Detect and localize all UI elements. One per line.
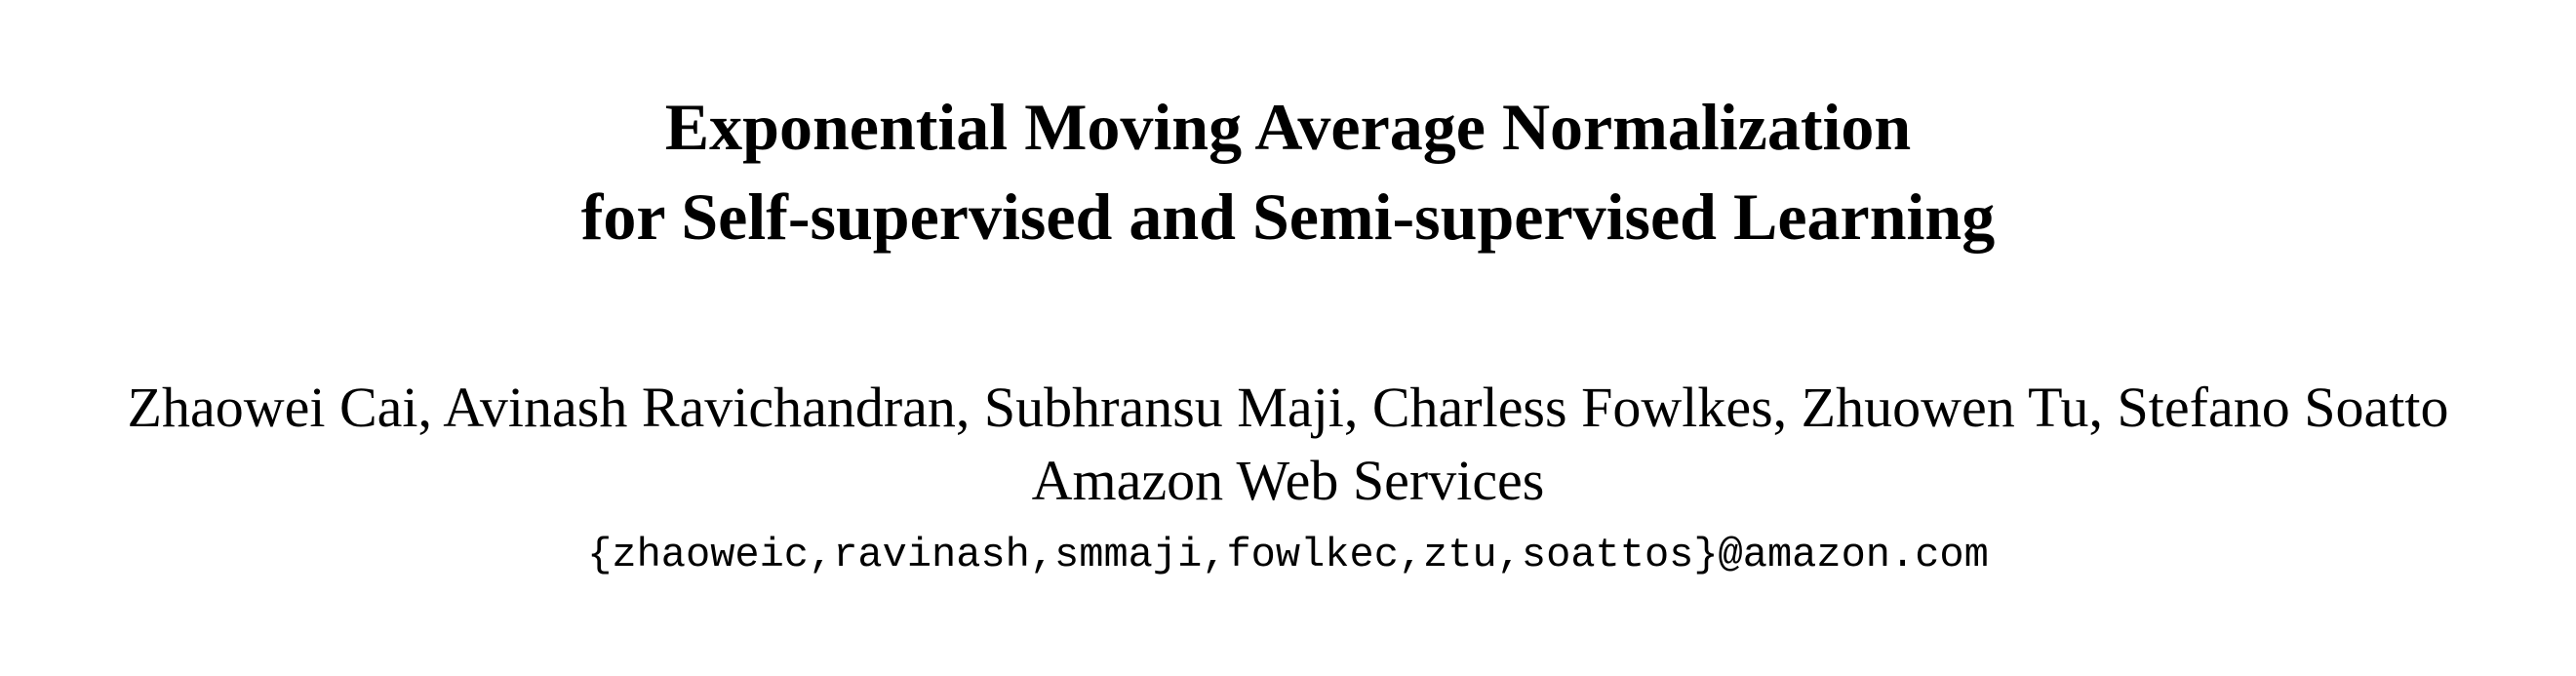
paper-title-line-2: for Self-supervised and Semi-supervised … [580,179,1996,254]
author-emails: {zhaoweic,ravinash,smmaji,fowlkec,ztu,so… [587,532,1989,578]
paper-title-line-1: Exponential Moving Average Normalization [664,90,1912,164]
author-list: Zhaowei Cai, Avinash Ravichandran, Subhr… [127,376,2449,439]
affiliation: Amazon Web Services [1031,449,1545,512]
